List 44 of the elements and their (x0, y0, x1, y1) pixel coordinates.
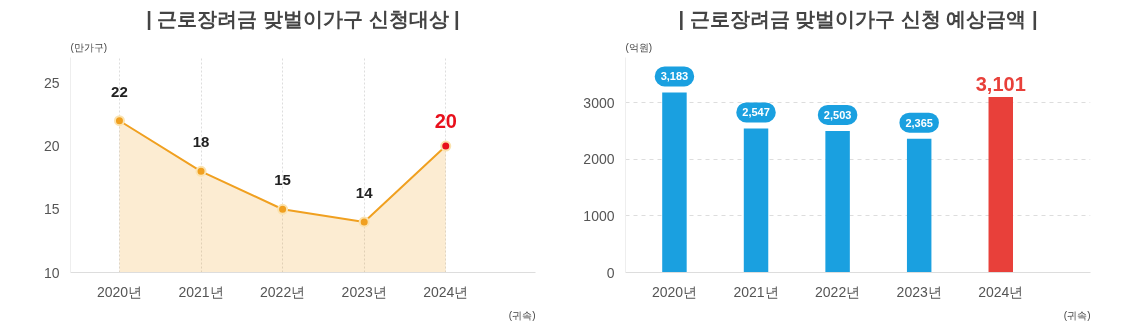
x-tick-label: 2023년 (341, 283, 387, 300)
y-tick-label: 20 (43, 138, 60, 155)
y-tick-label: 10 (43, 264, 60, 281)
data-label: 3,101 (975, 73, 1026, 96)
point (113, 115, 125, 127)
x-tick-label: 2021년 (733, 283, 779, 300)
point (277, 203, 289, 215)
data-label: 2,365 (905, 116, 933, 129)
x-axis-title: (귀속) (508, 309, 536, 321)
data-label: 20 (434, 110, 457, 133)
data-label: 18 (192, 133, 210, 151)
data-label: 14 (355, 183, 374, 201)
y-tick-label: 3000 (583, 94, 615, 111)
x-tick-label: 2021년 (178, 283, 224, 300)
x-tick-label: 2022년 (815, 283, 861, 300)
data-label: 15 (274, 171, 291, 189)
y-tick-label: 0 (606, 264, 615, 281)
bar (825, 130, 850, 273)
y-tick-label: 2000 (583, 151, 615, 168)
y-tick-label: 25 (43, 74, 60, 91)
x-tick-label: 2020년 (96, 283, 143, 300)
bar (743, 128, 769, 273)
data-label: 22 (111, 82, 128, 100)
chart-title: | 근로장려금 맞벌이가구 신청 예상금액 | (678, 7, 1038, 30)
x-tick-label: 2022년 (260, 283, 306, 300)
x-tick-label: 2020년 (651, 283, 698, 300)
x-tick-label: 2024년 (978, 283, 1024, 300)
y-axis-title: (억원) (625, 41, 653, 53)
point (440, 140, 452, 152)
data-label: 2,503 (823, 108, 852, 121)
bar (906, 138, 932, 273)
point (358, 216, 370, 228)
data-label: 2,547 (742, 106, 770, 119)
y-tick-label: 15 (43, 201, 60, 218)
x-tick-label: 2024년 (423, 283, 469, 300)
data-label: 3,183 (660, 70, 689, 83)
chart-title: | 근로장려금 맞벌이가구 신청대상 | (146, 7, 460, 30)
x-axis-title: (귀속) (1063, 309, 1091, 321)
bar (988, 97, 1013, 273)
y-axis-title: (만가구) (70, 41, 108, 53)
point (195, 165, 207, 177)
x-tick-label: 2023년 (896, 283, 942, 300)
bar (662, 92, 687, 273)
y-tick-label: 1000 (583, 207, 615, 224)
